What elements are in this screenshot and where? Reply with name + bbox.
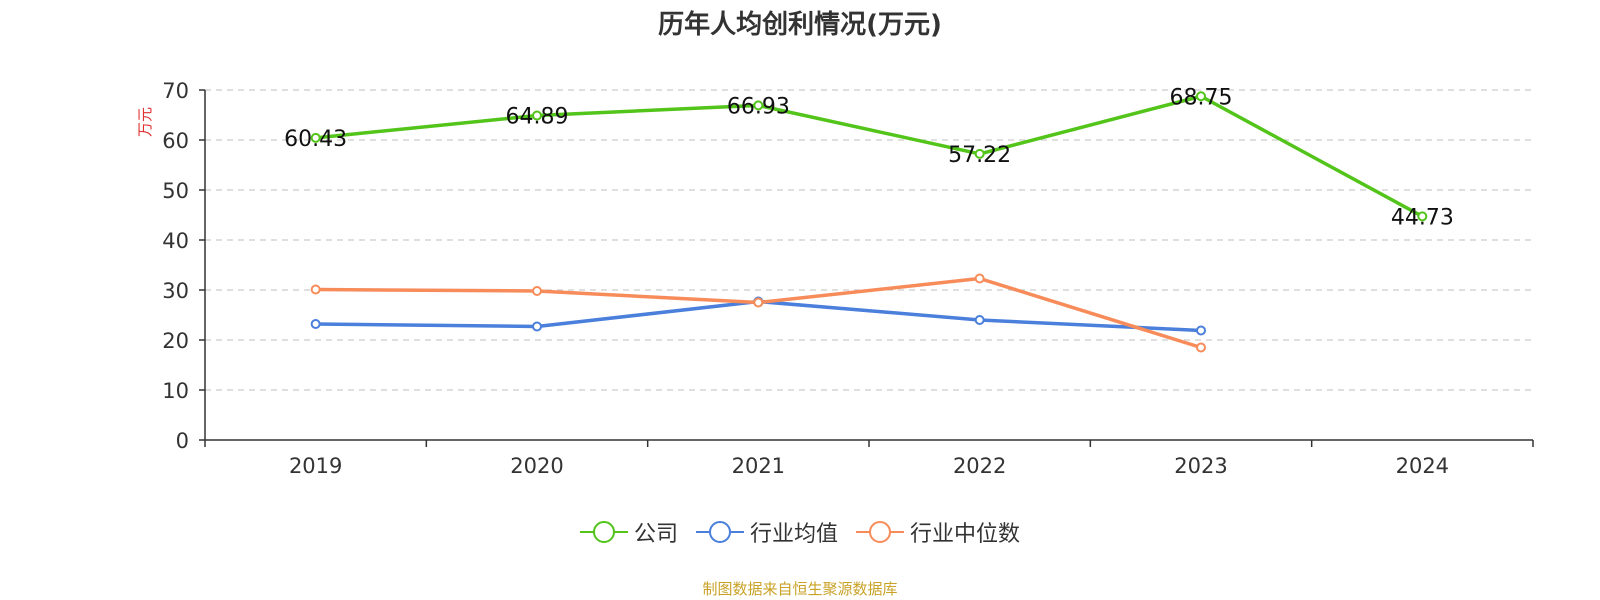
data-label: 68.75 — [1170, 85, 1233, 110]
data-point — [532, 110, 542, 121]
data-labels: 60.43 64.89 66.93 57.22 68.75 44.73 — [284, 85, 1454, 230]
data-point — [1196, 325, 1206, 336]
y-tick-label: 60 — [162, 129, 189, 153]
legend-swatch-icon — [579, 520, 628, 544]
legend: 公司 行业均值 行业中位数 — [0, 516, 1600, 548]
series-line-0 — [315, 94, 1424, 218]
data-point — [310, 132, 321, 143]
data-point — [974, 315, 985, 325]
y-tick-label: 70 — [162, 79, 189, 103]
legend-label: 公司 — [633, 522, 678, 547]
y-axis-label: 万元 — [136, 107, 154, 137]
data-point — [974, 273, 985, 284]
data-point — [1196, 342, 1206, 353]
x-tick-label: 2022 — [953, 454, 1006, 478]
data-label: 66.93 — [727, 94, 790, 119]
data-point — [310, 319, 321, 329]
y-tick-label: 40 — [162, 229, 189, 253]
data-label: 57.22 — [948, 143, 1011, 168]
series-line-2 — [315, 276, 1202, 350]
legend-item[interactable]: 行业均值 — [695, 516, 838, 548]
data-point — [1417, 211, 1428, 222]
data-point — [1196, 91, 1206, 102]
data-label: 44.73 — [1391, 205, 1454, 230]
data-label: 60.43 — [284, 127, 347, 152]
data-point — [310, 284, 321, 295]
chart-title: 历年人均创利情况(万元) — [658, 10, 942, 40]
legend-swatch-icon — [856, 520, 904, 544]
data-point — [974, 148, 985, 159]
x-tick-label: 2021 — [732, 454, 785, 478]
data-point — [753, 297, 764, 308]
legend-label: 行业中位数 — [910, 522, 1021, 547]
legend-item[interactable]: 公司 — [579, 516, 678, 548]
source-note: 制图数据来自恒生聚源数据库 — [702, 580, 898, 598]
x-tick-label: 2020 — [510, 454, 563, 478]
data-point — [753, 100, 764, 111]
data-point — [532, 286, 542, 296]
x-tick-label: 2019 — [289, 454, 342, 478]
legend-swatch-icon — [695, 520, 744, 544]
data-point — [532, 321, 542, 332]
series — [310, 91, 1428, 353]
y-tick-label: 0 — [176, 429, 189, 453]
legend-item[interactable]: 行业中位数 — [856, 516, 1020, 548]
y-tick-label: 20 — [162, 329, 189, 353]
y-tick-label: 10 — [162, 379, 189, 403]
y-tick-label: 30 — [162, 279, 189, 303]
legend-label: 行业均值 — [749, 522, 838, 547]
axes: 0 10 20 30 40 50 60 70 万元 2019 2020 2021 2022 2023 202… — [136, 79, 1534, 478]
x-tick-label: 2023 — [1174, 454, 1227, 478]
grid-lines — [205, 89, 1533, 391]
x-tick-label: 2024 — [1396, 454, 1449, 478]
data-label: 64.89 — [506, 105, 569, 130]
y-tick-label: 50 — [162, 179, 189, 203]
